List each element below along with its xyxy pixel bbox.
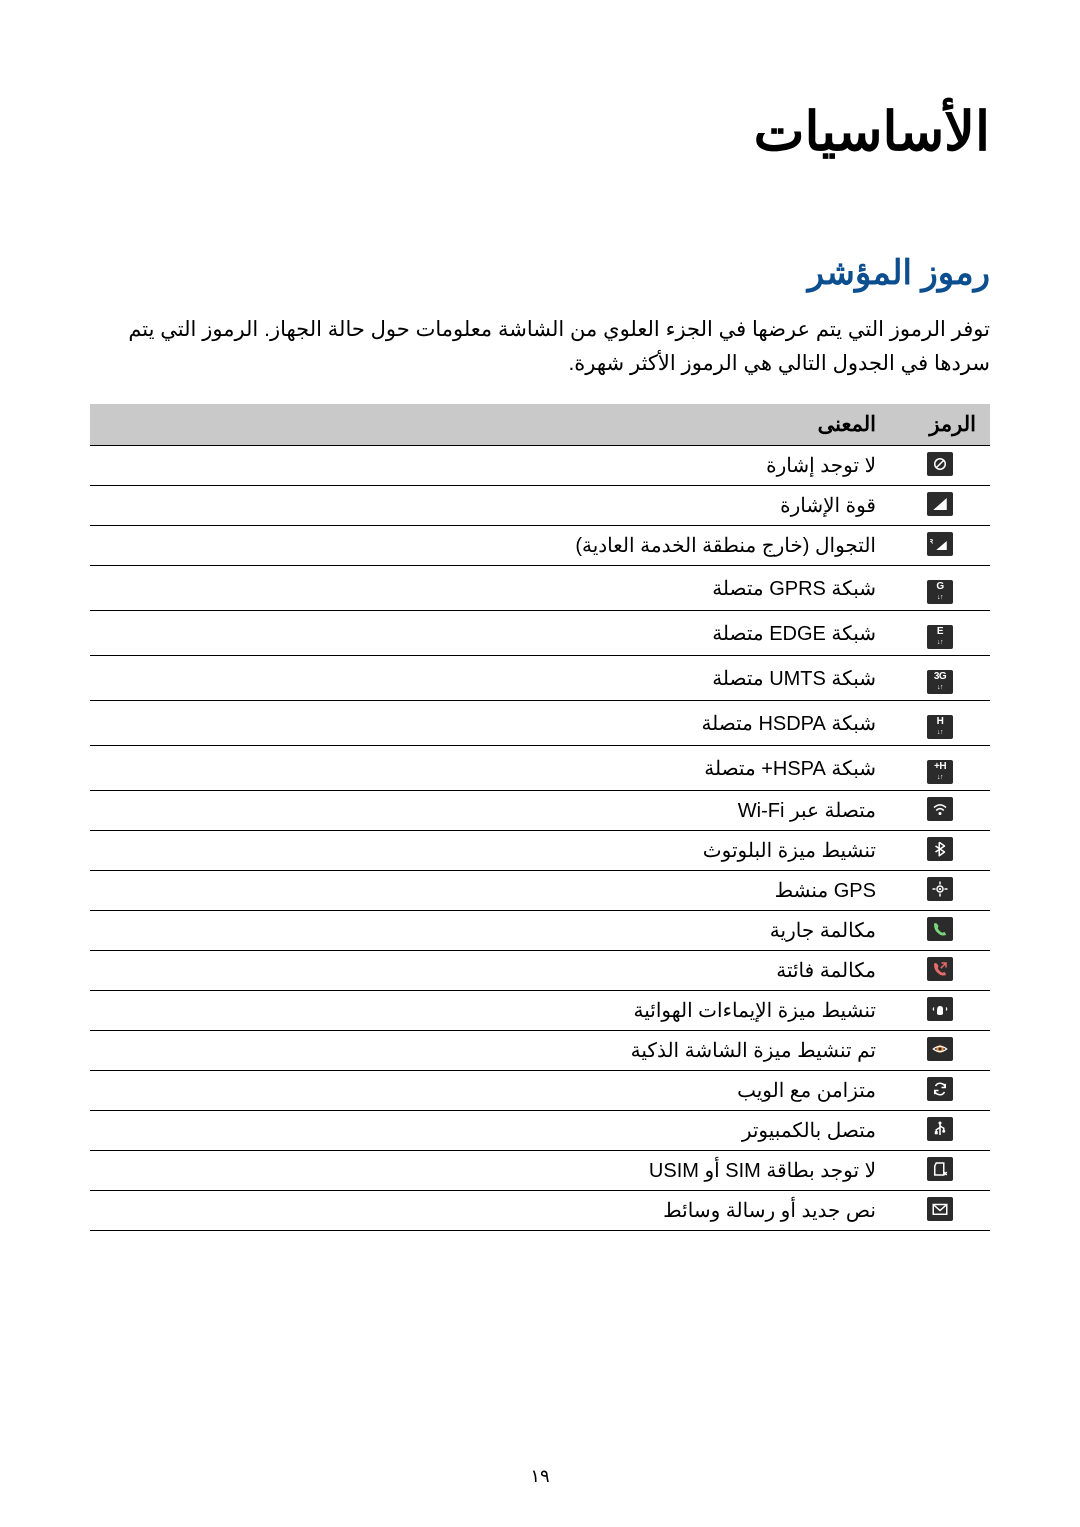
table-row: لا توجد بطاقة SIM أو USIM	[90, 1151, 990, 1191]
usb-icon	[927, 1117, 953, 1141]
wifi-icon	[927, 797, 953, 821]
gps-icon	[927, 877, 953, 901]
table-row: مكالمة جارية	[90, 911, 990, 951]
meaning-cell: شبكة GPRS متصلة	[90, 566, 890, 611]
call-active-icon	[927, 917, 953, 941]
air-gesture-icon	[927, 997, 953, 1021]
icon-cell	[890, 871, 990, 911]
icon-cell	[890, 1151, 990, 1191]
gprs-icon: G↑↓	[927, 580, 953, 604]
icon-cell	[890, 991, 990, 1031]
table-row: تنشيط ميزة البلوتوث	[90, 831, 990, 871]
icon-cell	[890, 951, 990, 991]
table-row: 3G↑↓ شبكة UMTS متصلة	[90, 656, 990, 701]
table-row: H↑↓ شبكة HSDPA متصلة	[90, 701, 990, 746]
icon-cell	[890, 486, 990, 526]
meaning-cell: تنشيط ميزة البلوتوث	[90, 831, 890, 871]
meaning-cell: شبكة EDGE متصلة	[90, 611, 890, 656]
intro-paragraph: توفر الرموز التي يتم عرضها في الجزء العل…	[90, 313, 990, 380]
missed-call-icon	[927, 957, 953, 981]
hspa-plus-icon: H+↑↓	[927, 760, 953, 784]
sync-web-icon	[927, 1077, 953, 1101]
icon-cell	[890, 791, 990, 831]
smart-screen-icon	[927, 1037, 953, 1061]
hsdpa-icon: H↑↓	[927, 715, 953, 739]
icon-cell: H+↑↓	[890, 746, 990, 791]
table-row: قوة الإشارة	[90, 486, 990, 526]
icon-cell: H↑↓	[890, 701, 990, 746]
meaning-cell: لا توجد إشارة	[90, 446, 890, 486]
icon-cell: 3G↑↓	[890, 656, 990, 701]
signal-strength-icon	[927, 492, 953, 516]
table-row: متصل بالكمبيوتر	[90, 1111, 990, 1151]
edge-icon: E↑↓	[927, 625, 953, 649]
page-number: ١٩	[0, 1466, 1080, 1487]
icons-table: الرمز المعنى لا توجد إشارةقوة الإشارة R ال…	[90, 404, 990, 1231]
table-row: مكالمة فائتة	[90, 951, 990, 991]
icon-cell: R	[890, 526, 990, 566]
meaning-cell: متزامن مع الويب	[90, 1071, 890, 1111]
no-sim-icon	[927, 1157, 953, 1181]
message-icon	[927, 1197, 953, 1221]
meaning-cell: التجوال (خارج منطقة الخدمة العادية)	[90, 526, 890, 566]
meaning-cell: شبكة HSDPA متصلة	[90, 701, 890, 746]
icon-cell: E↑↓	[890, 611, 990, 656]
no-signal-icon	[927, 452, 953, 476]
document-page: الأساسيات رموز المؤشر توفر الرموز التي ي…	[0, 0, 1080, 1291]
table-row: GPS منشط	[90, 871, 990, 911]
meaning-cell: مكالمة فائتة	[90, 951, 890, 991]
icon-cell	[890, 1031, 990, 1071]
table-row: متزامن مع الويب	[90, 1071, 990, 1111]
header-meaning: المعنى	[90, 404, 890, 446]
icon-cell	[890, 1191, 990, 1231]
icon-cell: G↑↓	[890, 566, 990, 611]
table-row: لا توجد إشارة	[90, 446, 990, 486]
meaning-cell: شبكة HSPA+ متصلة	[90, 746, 890, 791]
bluetooth-icon	[927, 837, 953, 861]
meaning-cell: قوة الإشارة	[90, 486, 890, 526]
table-row: تم تنشيط ميزة الشاشة الذكية	[90, 1031, 990, 1071]
table-header-row: الرمز المعنى	[90, 404, 990, 446]
table-row: G↑↓ شبكة GPRS متصلة	[90, 566, 990, 611]
icon-cell	[890, 831, 990, 871]
umts-icon: 3G↑↓	[927, 670, 953, 694]
meaning-cell: لا توجد بطاقة SIM أو USIM	[90, 1151, 890, 1191]
table-row: متصلة عبر Wi-Fi	[90, 791, 990, 831]
meaning-cell: شبكة UMTS متصلة	[90, 656, 890, 701]
main-title: الأساسيات	[90, 100, 990, 163]
table-row: نص جديد أو رسالة وسائط	[90, 1191, 990, 1231]
icon-cell	[890, 911, 990, 951]
meaning-cell: تم تنشيط ميزة الشاشة الذكية	[90, 1031, 890, 1071]
icon-cell	[890, 1111, 990, 1151]
icon-cell	[890, 446, 990, 486]
meaning-cell: مكالمة جارية	[90, 911, 890, 951]
meaning-cell: تنشيط ميزة الإيماءات الهوائية	[90, 991, 890, 1031]
table-row: تنشيط ميزة الإيماءات الهوائية	[90, 991, 990, 1031]
header-icon: الرمز	[890, 404, 990, 446]
meaning-cell: متصل بالكمبيوتر	[90, 1111, 890, 1151]
meaning-cell: GPS منشط	[90, 871, 890, 911]
svg-text:R: R	[930, 538, 933, 545]
meaning-cell: نص جديد أو رسالة وسائط	[90, 1191, 890, 1231]
table-row: E↑↓ شبكة EDGE متصلة	[90, 611, 990, 656]
meaning-cell: متصلة عبر Wi-Fi	[90, 791, 890, 831]
roaming-icon: R	[927, 532, 953, 556]
table-row: R التجوال (خارج منطقة الخدمة العادية)	[90, 526, 990, 566]
icon-cell	[890, 1071, 990, 1111]
table-row: H+↑↓ شبكة HSPA+ متصلة	[90, 746, 990, 791]
section-title: رموز المؤشر	[90, 253, 990, 293]
